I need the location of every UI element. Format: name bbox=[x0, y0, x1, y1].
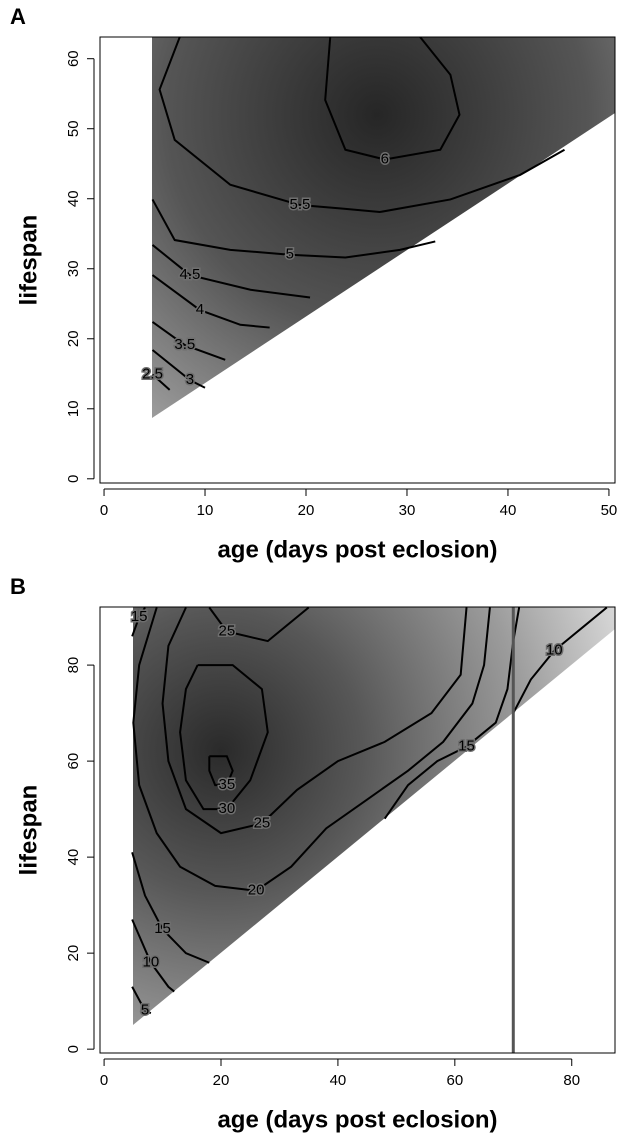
y-tick-label: 60 bbox=[65, 50, 82, 67]
contour-line bbox=[151, 349, 206, 389]
contour-line bbox=[131, 607, 146, 637]
contour-line bbox=[151, 244, 311, 299]
contour-label: 30 bbox=[219, 800, 236, 817]
contour-label: 25 bbox=[254, 814, 271, 831]
contour-label: 10 bbox=[143, 954, 160, 971]
panel-label: B bbox=[10, 574, 26, 599]
contour-label: 4 bbox=[196, 301, 204, 318]
contour-label: 15 bbox=[131, 608, 148, 625]
x-axis-title: age (days post eclosion) bbox=[217, 1106, 497, 1133]
contour-line bbox=[151, 198, 436, 259]
y-axis-title: lifespan bbox=[15, 215, 42, 306]
contour-label: 25 bbox=[219, 622, 236, 639]
contour-line bbox=[151, 373, 171, 391]
y-tick-label: 0 bbox=[65, 475, 82, 483]
x-tick-label: 0 bbox=[100, 502, 108, 519]
x-tick-label: 20 bbox=[213, 1072, 230, 1089]
contour-line bbox=[158, 37, 566, 214]
y-axis-title: lifespan bbox=[15, 785, 42, 876]
x-tick-label: 60 bbox=[446, 1072, 463, 1089]
contour-label: 3 bbox=[186, 371, 194, 388]
contour-line bbox=[131, 852, 210, 964]
contour-label: 5.5 bbox=[290, 196, 311, 213]
y-tick-label: 40 bbox=[65, 190, 82, 207]
plot-frame bbox=[99, 36, 616, 484]
x-tick-label: 30 bbox=[399, 502, 416, 519]
y-tick-label: 30 bbox=[65, 260, 82, 277]
y-tick-label: 20 bbox=[65, 330, 82, 347]
contour-line bbox=[512, 607, 608, 714]
contour-line bbox=[208, 607, 310, 643]
contour-line bbox=[151, 321, 226, 361]
x-tick-label: 80 bbox=[563, 1072, 580, 1089]
contour-label: 5 bbox=[286, 246, 294, 263]
contour-label: 3.5 bbox=[174, 336, 195, 353]
contour-line bbox=[151, 274, 270, 329]
plot-frame bbox=[99, 606, 616, 1054]
x-axis-title: age (days post eclosion) bbox=[217, 536, 497, 563]
contour-label: 10 bbox=[546, 642, 563, 659]
contour-label: 15 bbox=[154, 920, 171, 937]
x-tick-label: 10 bbox=[197, 502, 214, 519]
x-tick-label: 50 bbox=[601, 502, 618, 519]
contour-line bbox=[131, 919, 175, 993]
y-tick-label: 80 bbox=[65, 657, 82, 674]
contour-line bbox=[324, 37, 461, 161]
y-tick-label: 40 bbox=[65, 849, 82, 866]
contour-line bbox=[161, 607, 468, 835]
contour-line bbox=[179, 664, 269, 811]
y-tick-label: 60 bbox=[65, 753, 82, 770]
y-tick-label: 50 bbox=[65, 120, 82, 137]
y-tick-label: 10 bbox=[65, 400, 82, 417]
contour-label: 4.5 bbox=[179, 266, 200, 283]
contour-label: 6 bbox=[381, 150, 389, 167]
contour-label: 2.5 bbox=[142, 365, 163, 382]
x-tick-label: 40 bbox=[330, 1072, 347, 1089]
density-surface bbox=[152, 37, 615, 418]
contour-label: 35 bbox=[219, 776, 236, 793]
contour-line bbox=[131, 986, 152, 1015]
contour-label: 15 bbox=[458, 738, 475, 755]
contour-line bbox=[132, 607, 491, 892]
x-tick-label: 20 bbox=[298, 502, 315, 519]
contour-label: 20 bbox=[248, 882, 265, 899]
contour-line bbox=[208, 755, 234, 787]
x-tick-label: 40 bbox=[500, 502, 517, 519]
y-tick-label: 0 bbox=[65, 1045, 82, 1053]
contour-label: 5 bbox=[141, 1002, 149, 1019]
y-tick-label: 20 bbox=[65, 945, 82, 962]
x-tick-label: 0 bbox=[100, 1072, 108, 1089]
panel-label: A bbox=[10, 4, 26, 29]
density-surface bbox=[133, 607, 615, 1025]
